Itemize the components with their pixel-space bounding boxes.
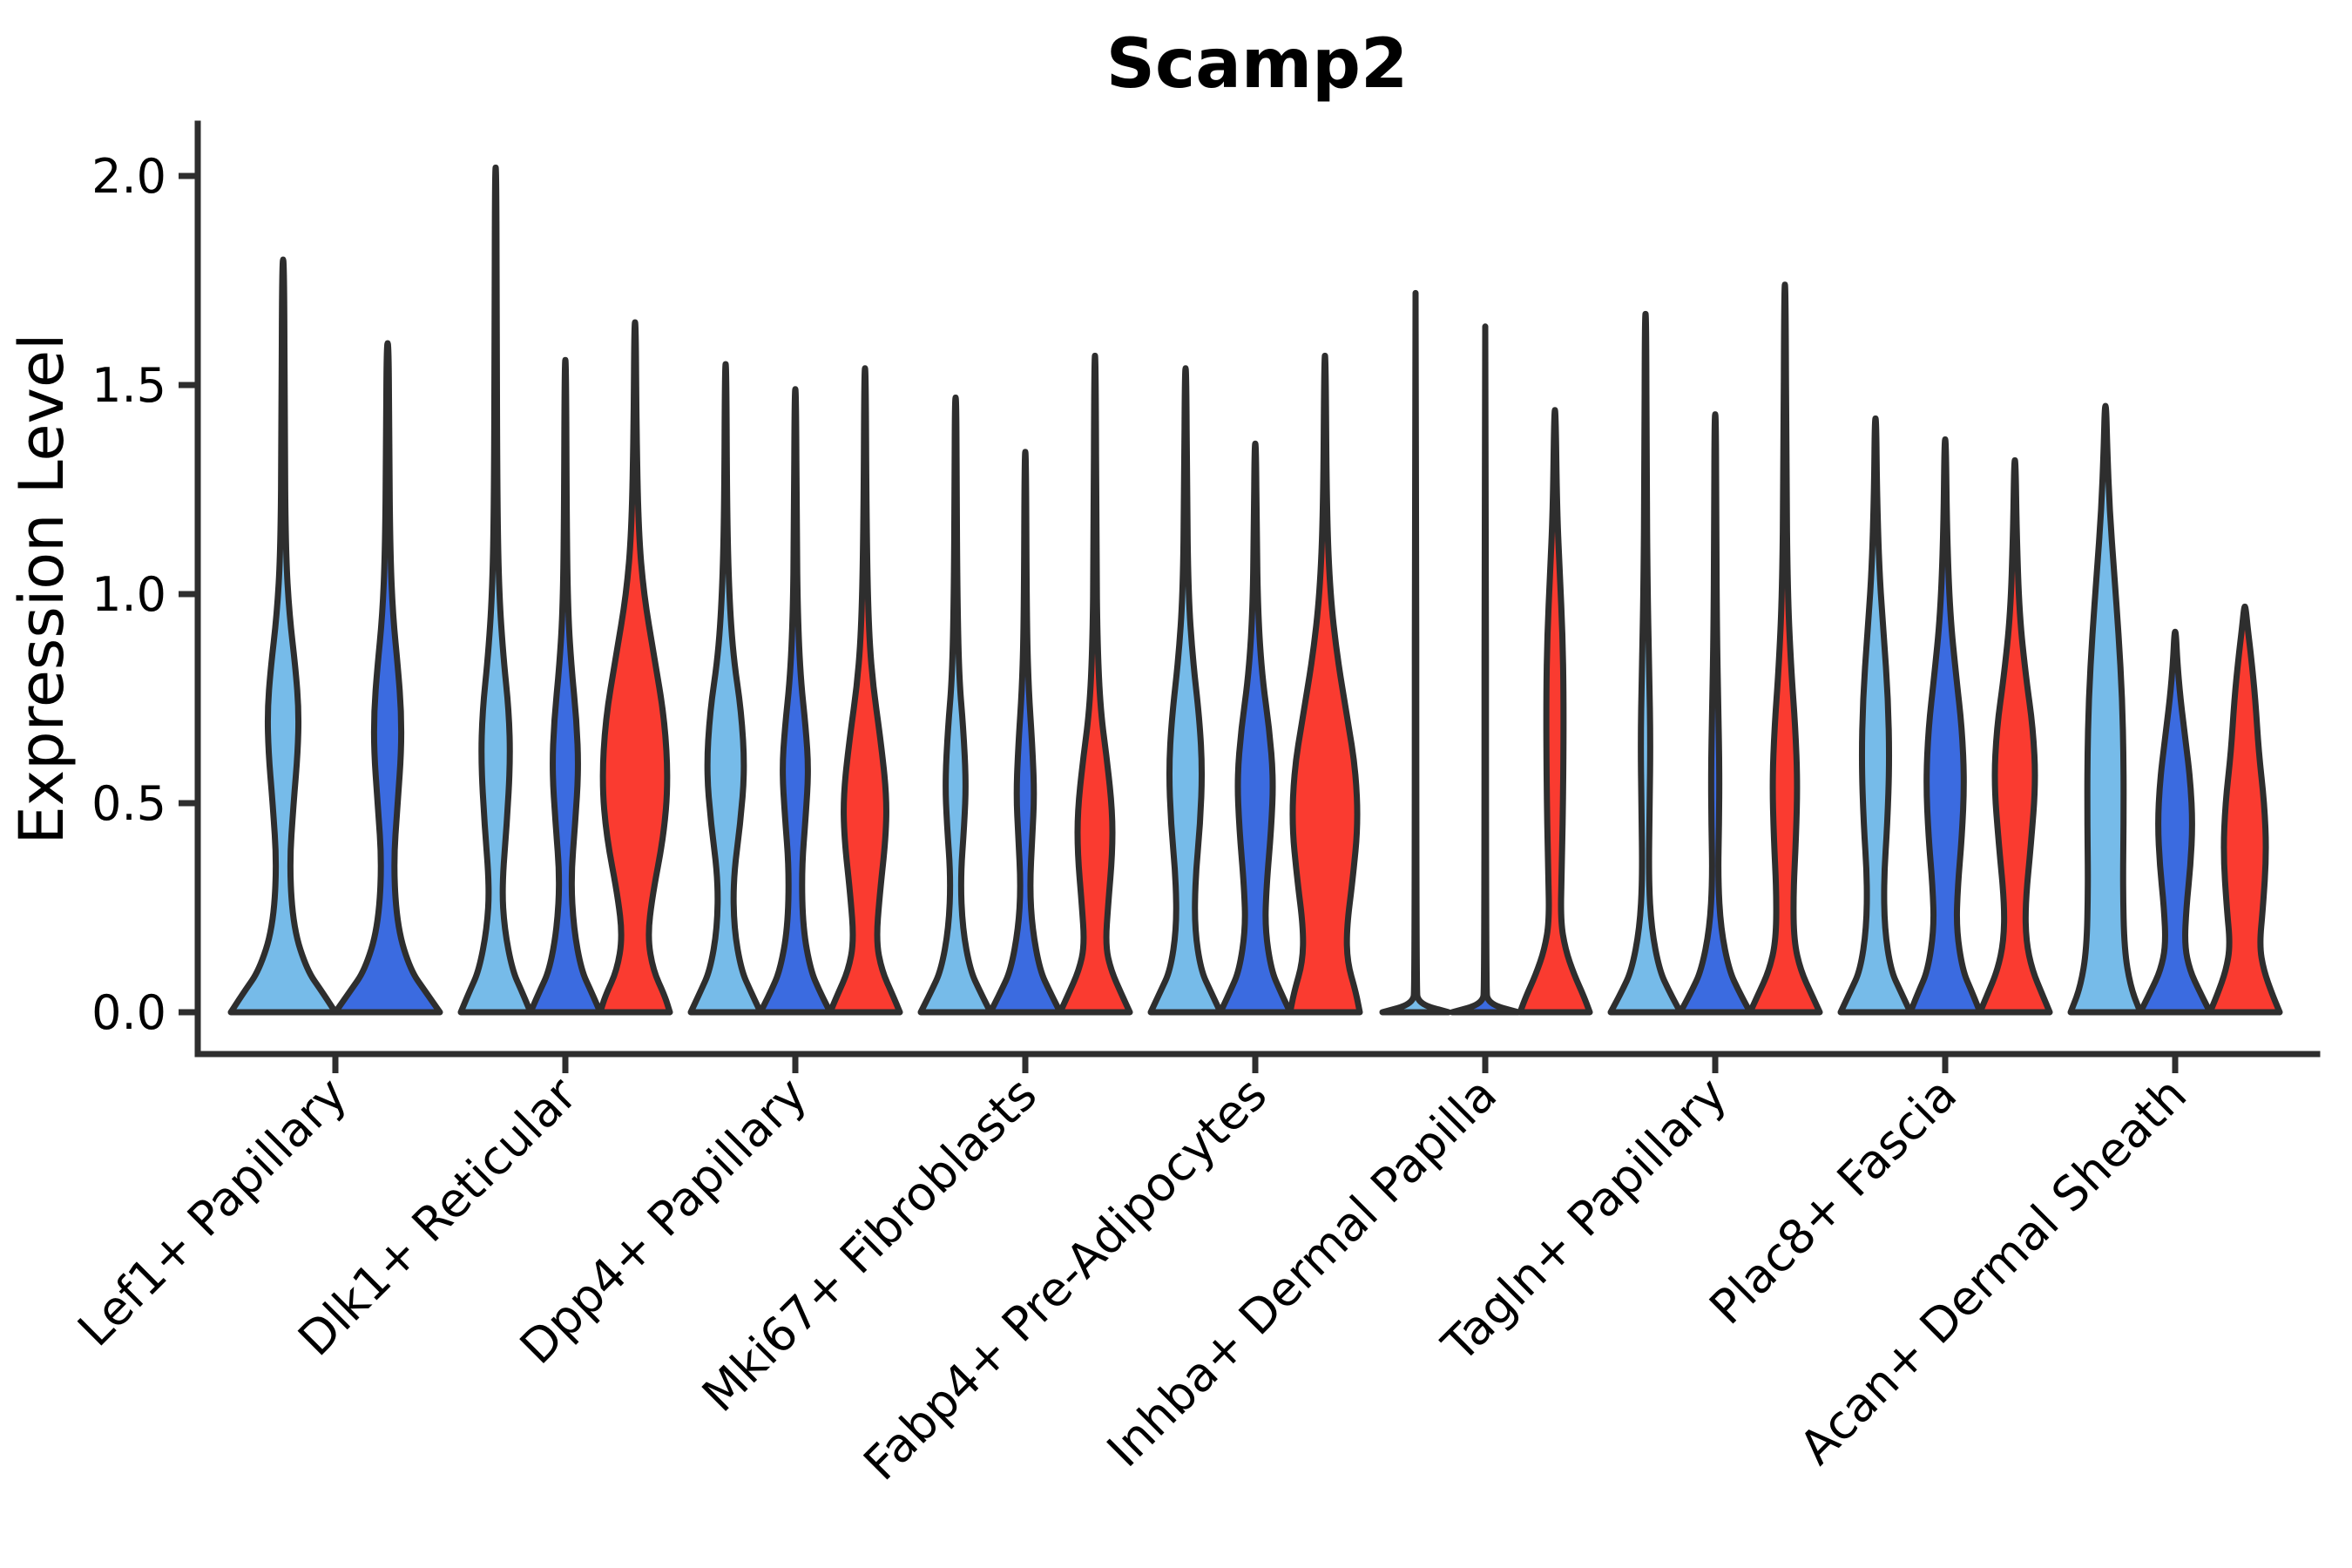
violin-plac8-fascia-light-blue-split xyxy=(1837,415,1914,1016)
x-category-label: Plac8+ Fascia xyxy=(1699,1067,1967,1335)
violin-tagln-papillary-red-split xyxy=(1747,281,1823,1016)
violin-inhba-dermal-papilla-dark-blue-split xyxy=(1449,323,1522,1016)
violin-tagln-papillary-light-blue-split xyxy=(1607,310,1684,1016)
chart-title: Scamp2 xyxy=(1106,25,1408,104)
x-category-label: Inhba+ Dermal Papilla xyxy=(1097,1067,1507,1477)
violin-dpp4-papillary-light-blue-split xyxy=(687,361,764,1016)
violin-acan-dermal-sheath-light-blue-split xyxy=(2067,402,2144,1016)
y-tick-label: 0.5 xyxy=(91,776,166,831)
violin-dpp4-papillary-red-split xyxy=(827,365,903,1016)
violin-acan-dermal-sheath-red-split xyxy=(2207,603,2283,1016)
violin-plac8-fascia-dark-blue-split xyxy=(1907,436,1984,1016)
violin-inhba-dermal-papilla-light-blue-split xyxy=(1379,289,1452,1016)
violin-fabp4-pre-adipocytes-light-blue-split xyxy=(1147,365,1224,1016)
violin-dlk1-reticular-light-blue-split xyxy=(457,164,534,1016)
violin-tagln-papillary-dark-blue-split xyxy=(1677,411,1754,1016)
violin-dpp4-papillary-dark-blue-split xyxy=(757,386,834,1016)
violin-mki67-fibroblasts-light-blue-split xyxy=(917,394,994,1016)
violin-dlk1-reticular-dark-blue-split xyxy=(527,356,604,1016)
y-tick-label: 2.0 xyxy=(91,149,166,204)
y-axis-label: Expression Level xyxy=(6,333,78,844)
violins-layer xyxy=(227,164,2283,1016)
y-tick-label: 1.5 xyxy=(91,358,166,413)
violin-dlk1-reticular-red-split xyxy=(597,319,673,1016)
violin-mki67-fibroblasts-red-split xyxy=(1057,352,1133,1016)
x-category-label: Fabp4+ Pre-Adipocytes xyxy=(853,1067,1277,1491)
violin-acan-dermal-sheath-dark-blue-split xyxy=(2137,628,2213,1016)
violin-lef1-papillary-light-blue-split xyxy=(227,256,339,1016)
violin-lef1-papillary-dark-blue-split xyxy=(332,340,443,1016)
axis-spines xyxy=(194,120,2321,1058)
violin-fabp4-pre-adipocytes-red-split xyxy=(1287,352,1363,1016)
violin-plac8-fascia-red-split xyxy=(1977,456,2053,1016)
x-category-label: Acan+ Dermal Sheath xyxy=(1789,1067,2197,1475)
violin-inhba-dermal-papilla-red-split xyxy=(1517,407,1593,1016)
violin-mki67-fibroblasts-dark-blue-split xyxy=(987,449,1064,1016)
y-tick-label: 0.0 xyxy=(91,985,166,1040)
violin-fabp4-pre-adipocytes-dark-blue-split xyxy=(1217,440,1294,1016)
y-tick-label: 1.0 xyxy=(91,567,166,622)
